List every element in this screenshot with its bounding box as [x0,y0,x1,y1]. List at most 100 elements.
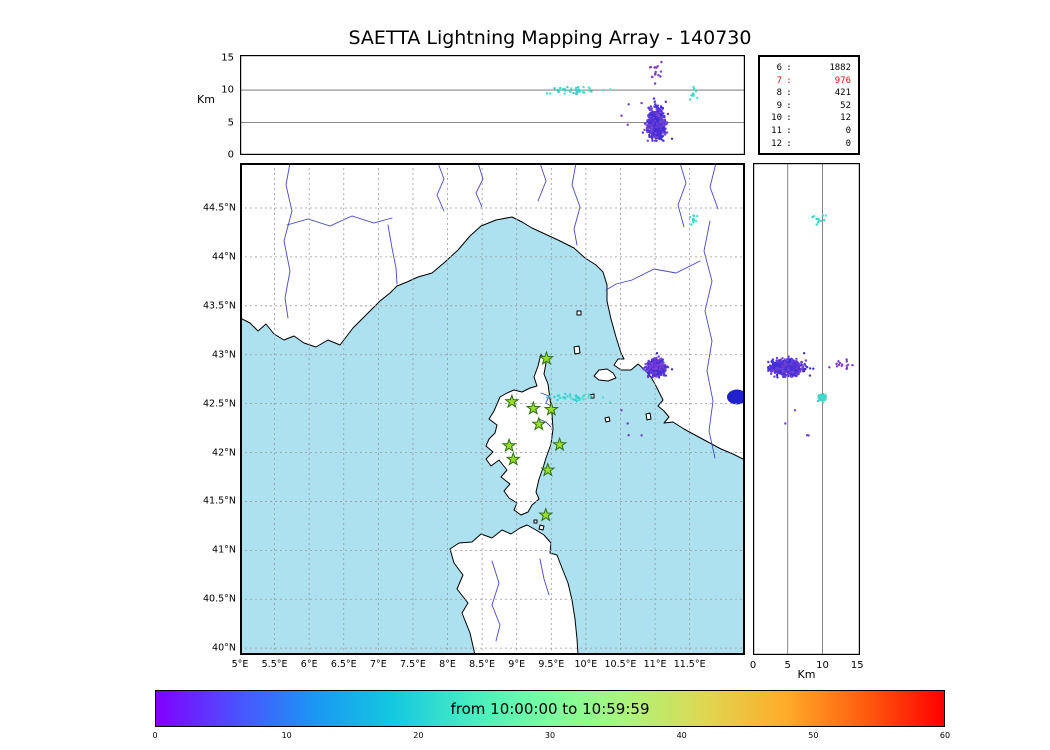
lake [727,389,745,405]
lon-tick-label: 9.5°E [538,659,565,670]
alt-tick-label-left: 0 [227,149,234,161]
station-star-icon [551,436,568,452]
source-count: 52 [840,100,851,111]
river [703,220,716,459]
station-number: 10 [771,113,782,124]
elba-island [593,368,617,382]
river [475,163,484,208]
colorbar-label: from 10:00:00 to 10:59:59 [450,700,650,718]
grid-lines [240,163,745,655]
river [286,215,393,227]
source-count: 976 [834,75,851,86]
mainland-coast [240,163,745,461]
altitude-axis-label-top: Km [197,93,215,106]
colorbar-tick-label: 50 [808,731,819,740]
lat-tick-label: 41°N [212,544,236,556]
station-markers [501,350,568,522]
separator: : [786,88,792,99]
alt-tick-label-left: 5 [227,117,234,129]
separator: : [786,138,792,149]
lat-tick-label: 44°N [212,251,236,263]
lightning-points-altitude-latitude [767,214,854,437]
station-star-icon [531,416,547,431]
river [436,163,445,212]
lat-tick-label: 44.5°N [202,202,236,214]
altitude-longitude-panel [240,55,745,155]
colorbar-tick-label: 60 [939,731,951,740]
lat-tick-label: 43.5°N [202,300,236,312]
river [387,224,398,285]
colorbar-tick-label: 10 [281,731,292,740]
colorbar-tick-label: 0 [152,731,158,740]
lon-tick-label: 11.5°E [673,659,706,670]
colorbar-tick-label: 30 [544,731,556,740]
chart-title: SAETTA Lightning Mapping Array - 140730 [348,27,752,49]
river [709,163,719,210]
station-star-icon [525,400,541,416]
station-count-row: 11: 0 [767,125,851,138]
altitude-latitude-panel [753,163,860,655]
lon-tick-label: 8°E [439,659,456,670]
station-count-row: 7: 976 [767,75,851,88]
station-count-row: 8: 421 [767,87,851,100]
station-count-row: 12: 0 [767,138,851,151]
source-count: 421 [834,88,851,99]
lat-tick-label: 40.5°N [202,593,236,605]
lon-tick-label: 11°E [643,659,667,670]
station-star-icon [505,451,521,466]
lon-tick-label: 10.5°E [604,659,637,670]
station-number: 11 [771,125,782,136]
station-count-row: 6: 1882 [767,62,851,75]
grid-lines [787,163,823,655]
landmasses [240,163,745,655]
colorbar-tick-label: 20 [413,731,424,740]
lat-tick-label: 40°N [212,642,236,654]
time-colorbar: from 10:00:00 to 10:59:59 [155,690,945,727]
lon-tick-label: 9°E [508,659,526,670]
grid-lines [240,89,745,123]
separator: : [786,100,792,111]
altitude-axis-label-bottom: Km [797,668,816,681]
giglio-island [645,412,652,421]
station-number: 6 [776,63,782,73]
station-number: 8 [776,88,782,99]
source-count: 1882 [829,63,851,73]
station-number: 9 [776,100,782,111]
station-star-icon [501,437,517,453]
lon-tick-label: 10°E [574,659,598,670]
separator: : [786,75,792,86]
lon-tick-label: 6.5°E [330,659,357,670]
alt-tick-label-left: 15 [221,52,234,64]
station-star-icon [538,507,554,522]
panel-border [240,163,745,655]
lon-tick-label: 8.5°E [469,659,496,670]
corsica [485,353,554,516]
capraia-island [573,345,581,355]
panel-border [240,55,745,155]
separator: : [786,113,792,124]
lat-tick-label: 41.5°N [202,495,236,507]
river [605,260,701,291]
lat-tick-label: 43°N [212,349,236,361]
colorbar-tick-label: 40 [676,731,687,740]
alt-tick-label-bottom: 10 [816,660,829,671]
montecristo-island [604,416,611,423]
lon-tick-label: 5°E [231,659,249,670]
source-count: 0 [845,138,851,149]
colorbar-gradient [156,691,944,726]
lon-tick-label: 5.5°E [261,659,288,670]
separator: : [786,63,792,73]
river [677,163,687,228]
river [540,392,552,407]
gorgona-island [576,310,582,316]
station-star-icon [538,350,555,366]
panel-border [753,163,860,655]
rivers [283,163,719,642]
river [537,163,547,202]
maddalena-islets [533,519,545,531]
alt-tick-label-left: 10 [221,84,234,96]
lon-tick-label: 6°E [300,659,318,670]
station-number: 12 [771,138,782,149]
station-star-icon [543,401,559,416]
